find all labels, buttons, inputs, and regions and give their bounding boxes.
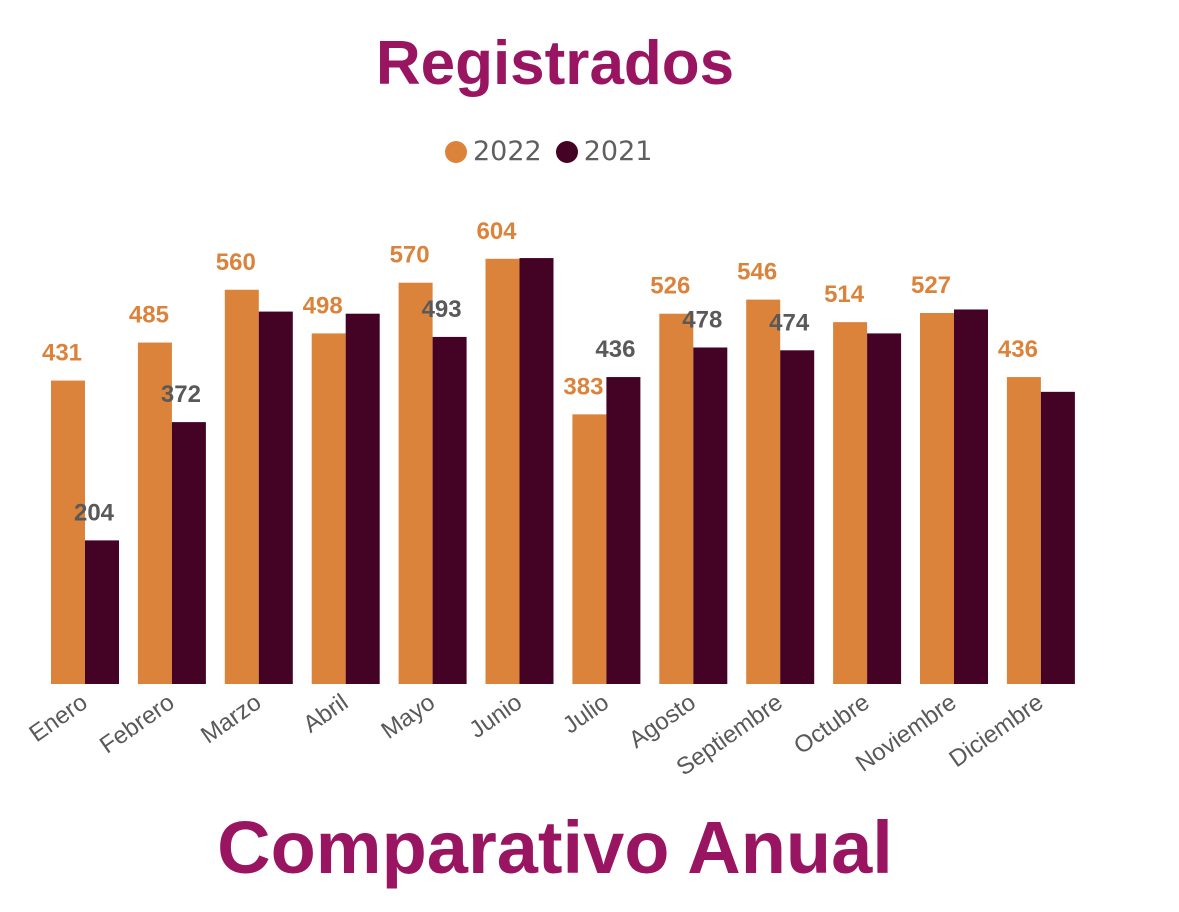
- data-label-2022-febrero: 485: [129, 302, 169, 329]
- data-label-2022-diciembre: 436: [998, 336, 1038, 363]
- bar-2021-abril: [345, 313, 380, 684]
- data-label-2022-mayo: 570: [390, 242, 430, 269]
- data-label-2021-mayo: 493: [422, 296, 462, 323]
- bar-2022-noviembre: [920, 312, 954, 684]
- legend-item-series-1: 2022: [445, 136, 542, 167]
- legend-marker-series-1: [445, 140, 467, 163]
- x-tick-label-julio: Julio: [558, 689, 614, 739]
- bar-2022-marzo: [224, 289, 259, 684]
- data-label-2021-septiembre: 474: [769, 309, 810, 336]
- bar-2022-febrero: [137, 342, 172, 684]
- bar-2021-julio: [606, 377, 641, 684]
- bar-2021-junio: [519, 258, 554, 684]
- bar-2021-enero: [85, 540, 119, 684]
- bar-2021-noviembre: [954, 309, 988, 684]
- data-label-2022-agosto: 526: [650, 273, 690, 300]
- bar-2022-mayo: [398, 282, 433, 684]
- legend-item-series-2: 2021: [555, 136, 653, 167]
- chart-title: Registrados: [375, 29, 735, 98]
- data-label-2022-octubre: 514: [824, 281, 865, 308]
- data-labels-layer: 431 204 485 372 560 498 570 493 604 383 436 526 478 5…: [42, 218, 1038, 527]
- data-label-2022-marzo: 560: [216, 249, 256, 276]
- chart-subtitle: Comparativo Anual: [217, 806, 893, 889]
- data-label-2022-junio: 604: [476, 218, 517, 245]
- legend-marker-series-2: [555, 140, 578, 163]
- data-label-2022-septiembre: 546: [737, 259, 777, 286]
- x-tick-label-marzo: Marzo: [196, 689, 266, 749]
- legend-label-series-2: 2021: [583, 136, 653, 167]
- x-tick-label-junio: Junio: [464, 689, 526, 744]
- x-tick-label-agosto: Agosto: [624, 689, 701, 754]
- bar-2022-julio: [572, 414, 607, 684]
- bar-2021-agosto: [693, 347, 728, 684]
- data-label-2021-agosto: 478: [682, 306, 722, 333]
- x-tick-label-mayo: Mayo: [376, 689, 440, 745]
- bar-2022-diciembre: [1006, 377, 1041, 684]
- bar-2022-enero: [51, 380, 85, 684]
- bar-2022-octubre: [833, 322, 868, 684]
- data-label-2021-febrero: 372: [161, 381, 201, 408]
- x-tick-label-febrero: Febrero: [95, 689, 179, 759]
- x-tick-label-abril: Abril: [298, 689, 353, 739]
- bar-2021-marzo: [258, 311, 293, 684]
- data-label-2022-abril: 498: [303, 292, 343, 319]
- legend-label-series-1: 2022: [473, 136, 542, 167]
- bar-2022-septiembre: [746, 299, 781, 684]
- data-label-2022-noviembre: 527: [911, 272, 951, 299]
- bar-2021-mayo: [432, 336, 467, 684]
- bars-layer: [51, 258, 1075, 684]
- x-tick-label-diciembre: Diciembre: [944, 689, 1048, 773]
- bar-2021-octubre: [867, 333, 902, 684]
- bar-2021-febrero: [171, 422, 206, 684]
- data-label-2022-julio: 383: [563, 373, 603, 400]
- x-tick-label-enero: Enero: [24, 689, 92, 748]
- data-label-2021-enero: 204: [74, 499, 115, 526]
- data-label-2021-julio: 436: [595, 336, 635, 363]
- bar-2021-diciembre: [1040, 391, 1075, 684]
- x-axis-tick-labels: Enero Febrero Marzo Abril Mayo Junio Julio Agos…: [24, 689, 1048, 782]
- bar-2021-septiembre: [780, 350, 815, 684]
- data-label-2022-enero: 431: [42, 340, 82, 367]
- bar-2022-abril: [311, 333, 346, 684]
- legend: 2022 2021: [445, 136, 666, 167]
- bar-2022-agosto: [659, 313, 694, 684]
- bar-2022-junio: [485, 258, 520, 684]
